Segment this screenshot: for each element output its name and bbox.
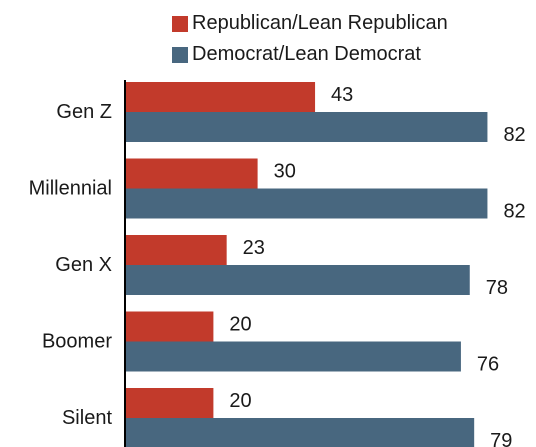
category-label-boomer: Boomer (42, 331, 112, 353)
bar-republican-millennial (125, 158, 258, 189)
value-label-democrat-boomer: 76 (477, 354, 499, 376)
value-label-republican-silent: 20 (229, 390, 251, 412)
legend-label-republican: Republican/Lean Republican (192, 12, 448, 34)
legend-item-republican: Republican/Lean Republican (172, 8, 448, 39)
value-label-democrat-gen-z: 82 (503, 124, 525, 146)
bar-republican-gen-x (125, 235, 227, 265)
value-label-republican-gen-z: 43 (331, 84, 353, 106)
category-label-gen-z: Gen Z (56, 101, 112, 123)
legend-label-democrat: Democrat/Lean Democrat (192, 43, 421, 65)
bar-republican-silent (125, 388, 214, 418)
bar-democrat-millennial (125, 188, 488, 219)
value-label-republican-gen-x: 23 (243, 237, 265, 259)
bar-democrat-silent (125, 418, 475, 447)
legend-swatch-republican (172, 15, 188, 32)
category-label-millennial: Millennial (29, 178, 112, 200)
bar-democrat-boomer (125, 341, 461, 372)
category-label-gen-x: Gen X (55, 254, 112, 276)
bar-democrat-gen-z (125, 112, 488, 142)
legend-swatch-democrat (172, 46, 188, 63)
value-label-democrat-gen-x: 78 (486, 277, 508, 299)
category-label-silent: Silent (62, 407, 112, 429)
bar-republican-boomer (125, 311, 214, 342)
value-label-democrat-millennial: 82 (503, 201, 525, 223)
legend: Republican/Lean Republican Democrat/Lean… (172, 8, 448, 70)
value-label-republican-millennial: 30 (274, 161, 296, 183)
value-label-democrat-silent: 79 (490, 430, 512, 447)
value-label-republican-boomer: 20 (229, 314, 251, 336)
bar-republican-gen-z (125, 82, 316, 112)
legend-item-democrat: Democrat/Lean Democrat (172, 39, 448, 70)
bar-democrat-gen-x (125, 265, 470, 295)
